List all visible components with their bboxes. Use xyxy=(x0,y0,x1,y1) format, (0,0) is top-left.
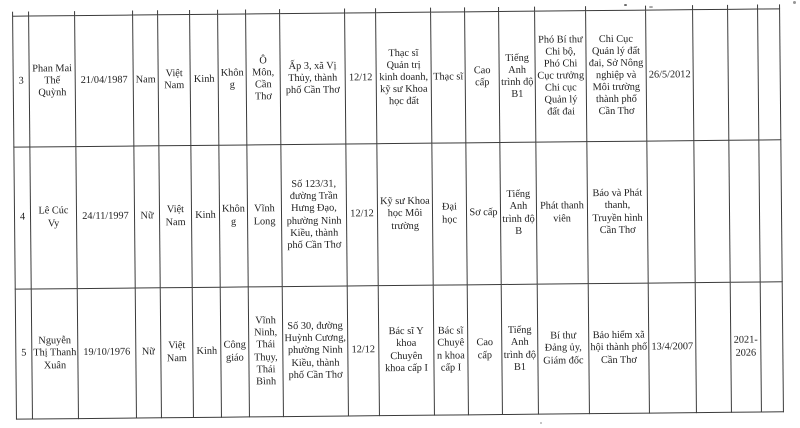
cell-ethnicity: Kinh xyxy=(190,145,221,288)
cell-date: 13/4/2007 xyxy=(648,282,697,414)
cell-blank-1 xyxy=(693,140,731,283)
cell-professional-qualification: Thạc sĩ Quản trị kinh doanh, kỹ sư Khoa … xyxy=(375,12,432,144)
cell-address: Số 30, đường Huỳnh Cương, phường Ninh Ki… xyxy=(282,285,349,417)
cell-no: 5 xyxy=(15,289,33,420)
cell-term xyxy=(728,140,761,283)
cell-political-theory: Cao cấp xyxy=(467,284,503,415)
cell-religion: Không xyxy=(217,13,247,146)
cell-position: Bí thư Đảng ủy, Giám đốc xyxy=(537,283,590,415)
scan-speck xyxy=(649,6,653,8)
cell-degree-level: Đại học xyxy=(431,142,468,286)
cell-term: 2021-2026 xyxy=(730,282,762,413)
cell-date-of-birth: 21/04/1987 xyxy=(74,15,134,147)
cell-religion: Không xyxy=(218,144,249,288)
cell-gender: Nam xyxy=(132,14,159,147)
cell-gender: Nữ xyxy=(135,287,162,419)
cell-political-theory: Cao cấp xyxy=(464,11,500,143)
cell-hometown: Vĩnh Ninh, Thái Thụy, Thái Bình xyxy=(248,286,284,417)
cell-general-education: 12/12 xyxy=(345,143,379,286)
table-row: 4 Lê Cúc Vy 24/11/1997 Nữ Việt Nam Kinh Không V… xyxy=(13,139,783,290)
cell-foreign-language: Tiếng Anh trình độ B1 xyxy=(501,284,539,415)
cell-foreign-language: Tiếng Anh trình độ B1 xyxy=(498,11,536,143)
table-row: 5 Nguyễn Thị Thanh Xuân 19/10/1976 Nữ Việt N… xyxy=(15,281,784,420)
scan-sheet: 3 Phan Mai Thế Quỳnh 21/04/1987 Nam Việt Nam… xyxy=(12,4,784,420)
cell-address: Ấp 3, xã Vị Thủy, thành phố Cần Thơ xyxy=(279,12,346,145)
cell-position: Phó Bí thư Chi bộ, Phó Chi Cục trưởng Ch… xyxy=(534,10,587,143)
scan-speck xyxy=(540,422,542,424)
cell-full-name: Lê Cúc Vy xyxy=(29,146,78,290)
cell-date: 26/5/2012 xyxy=(645,9,694,142)
cell-general-education: 12/12 xyxy=(344,12,377,144)
cell-hometown: Ô Môn, Cần Thơ xyxy=(245,13,281,145)
cell-degree-level: Thạc sĩ xyxy=(430,11,466,144)
cell-workplace: Bảo hiểm xã hội thành phố Cần Thơ xyxy=(588,283,650,414)
cell-blank-1 xyxy=(695,282,732,413)
scan-speck xyxy=(624,4,627,6)
cell-hometown: Vĩnh Long xyxy=(246,144,283,287)
cell-date-of-birth: 19/10/1976 xyxy=(77,288,137,419)
cell-full-name: Nguyễn Thị Thanh Xuân xyxy=(31,288,79,420)
cell-workplace: Chi Cục Quản lý đất đai, Sở Nông nghiệp … xyxy=(585,10,647,142)
cell-foreign-language: Tiếng Anh trình độ B xyxy=(499,142,538,285)
cell-religion: Công giáo xyxy=(220,286,250,418)
cell-nationality: Việt Nam xyxy=(158,145,193,288)
cell-ethnicity: Kinh xyxy=(189,14,219,146)
cell-ethnicity: Kinh xyxy=(192,287,222,418)
cell-position: Phát thanh viên xyxy=(535,141,589,285)
cell-full-name: Phan Mai Thế Quỳnh xyxy=(28,15,76,148)
cell-blank-2 xyxy=(758,139,783,283)
cell-workplace: Báo và Phát thanh, Truyền hình Cần Thơ xyxy=(586,141,649,284)
cell-blank-2 xyxy=(757,8,781,141)
cell-political-theory: Sơ cấp xyxy=(465,142,502,285)
cell-term xyxy=(727,9,759,141)
cell-no: 3 xyxy=(12,16,30,148)
cell-general-education: 12/12 xyxy=(347,285,380,416)
table-row: 3 Phan Mai Thế Quỳnh 21/04/1987 Nam Việt Nam… xyxy=(12,8,781,148)
cell-blank-1 xyxy=(692,9,729,141)
cell-gender: Nữ xyxy=(133,145,161,289)
cell-date xyxy=(646,140,696,284)
cell-no: 4 xyxy=(13,147,32,290)
cell-address: Số 123/31, đường Trần Hưng Đạo, phường N… xyxy=(280,143,348,287)
cell-professional-qualification: Kỹ sư Khoa học Môi trường xyxy=(376,143,434,286)
scan-speck xyxy=(793,1,796,4)
cell-nationality: Việt Nam xyxy=(157,14,191,146)
table-body: 3 Phan Mai Thế Quỳnh 21/04/1987 Nam Việt Nam… xyxy=(12,4,784,420)
cell-professional-qualification: Bác sĩ Y khoa Chuyên khoa cấp I xyxy=(378,285,435,416)
cell-blank-2 xyxy=(760,281,784,413)
cell-date-of-birth: 24/11/1997 xyxy=(75,146,136,289)
personnel-table: 3 Phan Mai Thế Quỳnh 21/04/1987 Nam Việt Nam… xyxy=(12,4,784,420)
cell-degree-level: Bác sĩ Chuyên khoa cấp I xyxy=(433,284,469,416)
cell-nationality: Việt Nam xyxy=(160,287,194,418)
